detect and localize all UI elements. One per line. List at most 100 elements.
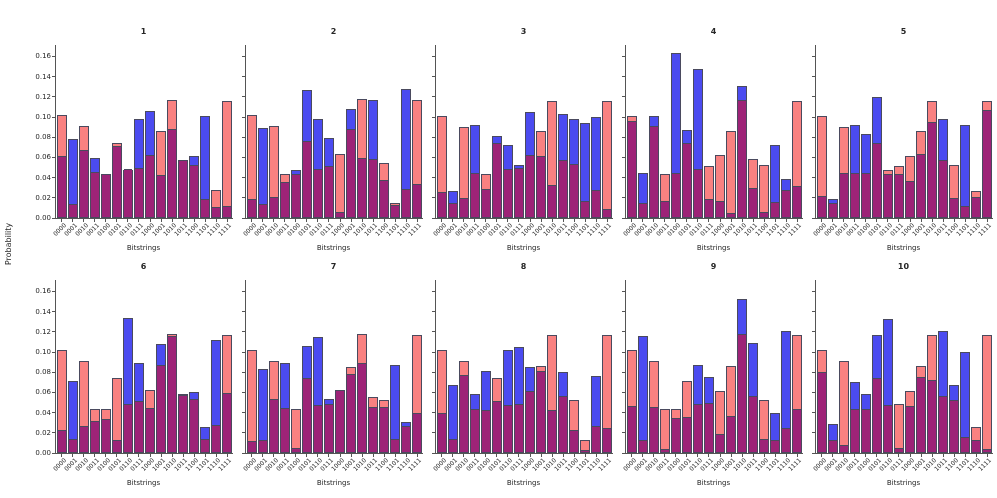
x-axis-label: Bitstrings: [886, 479, 921, 487]
bar-red-0110: [882, 170, 893, 218]
x-axis-label: Bitstrings: [506, 479, 541, 487]
x-tick-mark: [854, 454, 856, 457]
bar-overlap: [413, 413, 422, 452]
bar-overlap: [961, 437, 970, 452]
bar-blue-1010: [737, 299, 748, 453]
y-tick-mark: [432, 351, 435, 353]
bar-blue-1101: [580, 123, 591, 218]
y-tick-mark: [622, 311, 625, 313]
y-tick-mark: [242, 391, 245, 393]
x-tick-mark: [251, 454, 253, 457]
x-tick-mark: [573, 454, 575, 457]
bar-overlap: [760, 212, 769, 217]
bar-red-0000: [56, 350, 67, 453]
x-tick-mark: [273, 219, 275, 222]
y-tick-mark: [52, 177, 55, 179]
y-tick-mark: [242, 197, 245, 199]
bar-red-0010: [268, 126, 279, 218]
x-tick-mark: [719, 219, 721, 222]
y-tick-mark: [812, 391, 815, 393]
bar-overlap: [437, 413, 446, 452]
bar-blue-1011: [558, 114, 569, 218]
bar-red-0000: [816, 116, 827, 218]
bar-red-1000: [715, 391, 726, 453]
bar-overlap: [727, 213, 736, 217]
y-tick-mark: [52, 217, 55, 219]
bar-overlap: [168, 336, 177, 452]
bar-red-1110: [971, 427, 982, 453]
x-tick-mark: [339, 454, 341, 457]
bar-overlap: [324, 166, 333, 217]
bar-overlap: [760, 439, 769, 452]
bar-blue-1011: [558, 372, 569, 453]
bar-overlap: [817, 196, 826, 217]
x-tick-mark: [606, 219, 608, 222]
bar-blue-0101: [301, 90, 312, 218]
y-tick-mark: [432, 371, 435, 373]
x-tick-mark: [284, 219, 286, 222]
bar-red-1111: [792, 335, 803, 453]
x-tick-mark: [416, 219, 418, 222]
x-tick-mark: [898, 219, 900, 222]
subplot-9: 9 0000 0001 0010 0011 0100 0101 0110 0111 1000 100…: [622, 262, 804, 497]
y-tick-mark: [812, 156, 815, 158]
x-tick-mark: [686, 454, 688, 457]
x-tick-mark: [909, 454, 911, 457]
bar-overlap: [526, 391, 535, 452]
x-tick-mark: [226, 219, 228, 222]
x-tick-mark: [361, 454, 363, 457]
bar-overlap: [223, 393, 232, 452]
y-tick-mark: [622, 351, 625, 353]
x-tick-mark: [540, 454, 542, 457]
bar-overlap: [603, 209, 612, 217]
bar-overlap: [90, 421, 99, 452]
bar-blue-0001: [257, 369, 268, 453]
bar-overlap: [503, 405, 512, 452]
x-tick-mark: [452, 454, 454, 457]
y-tick-label: 0.04: [35, 173, 51, 182]
bar-overlap: [928, 380, 937, 452]
y-tick-mark: [52, 96, 55, 98]
subplot-title: 1: [140, 27, 147, 36]
x-tick-mark: [182, 219, 184, 222]
y-tick-mark: [432, 156, 435, 158]
bar-blue-0111: [513, 165, 524, 218]
bar-blue-1100: [189, 392, 200, 453]
bar-overlap: [671, 173, 680, 217]
x-tick-mark: [631, 219, 633, 222]
bar-overlap: [559, 160, 568, 217]
bar-red-1010: [167, 334, 178, 453]
x-tick-mark: [193, 454, 195, 457]
x-tick-mark: [664, 219, 666, 222]
bar-red-0000: [436, 116, 447, 218]
bar-red-1110: [971, 191, 982, 218]
bar-blue-0110: [312, 119, 323, 218]
x-tick-mark: [909, 219, 911, 222]
bar-overlap: [492, 401, 501, 452]
bar-blue-1000: [525, 112, 536, 218]
y-tick-mark: [812, 290, 815, 292]
bar-red-1111: [792, 101, 803, 218]
bar-overlap: [459, 375, 468, 452]
bar-red-1000: [335, 390, 346, 453]
subplot-7: 7 0000 0001 0010 0011 0100 0101 0110 0111 1000 100…: [242, 262, 424, 497]
x-tick-mark: [975, 454, 977, 457]
plot-area: 0000 0001 0010 0011 0100 0101 0110 0111 1000 1001…: [622, 45, 803, 238]
bar-red-0100: [100, 174, 111, 218]
bar-overlap: [146, 155, 155, 217]
bar-red-0111: [703, 166, 714, 218]
y-tick-mark: [622, 177, 625, 179]
bar-red-0011: [659, 174, 670, 218]
bar-red-0000: [56, 115, 67, 218]
bar-overlap: [850, 173, 859, 217]
x-tick-mark: [149, 219, 151, 222]
x-tick-mark: [631, 454, 633, 457]
bar-overlap: [157, 175, 166, 217]
bar-overlap: [258, 440, 267, 452]
y-tick-label: 0.06: [35, 388, 51, 397]
x-tick-mark: [832, 219, 834, 222]
bar-blue-0101: [871, 335, 882, 453]
bar-overlap: [782, 190, 791, 217]
y-tick-label: 0.10: [35, 348, 51, 356]
bar-overlap: [57, 430, 66, 452]
